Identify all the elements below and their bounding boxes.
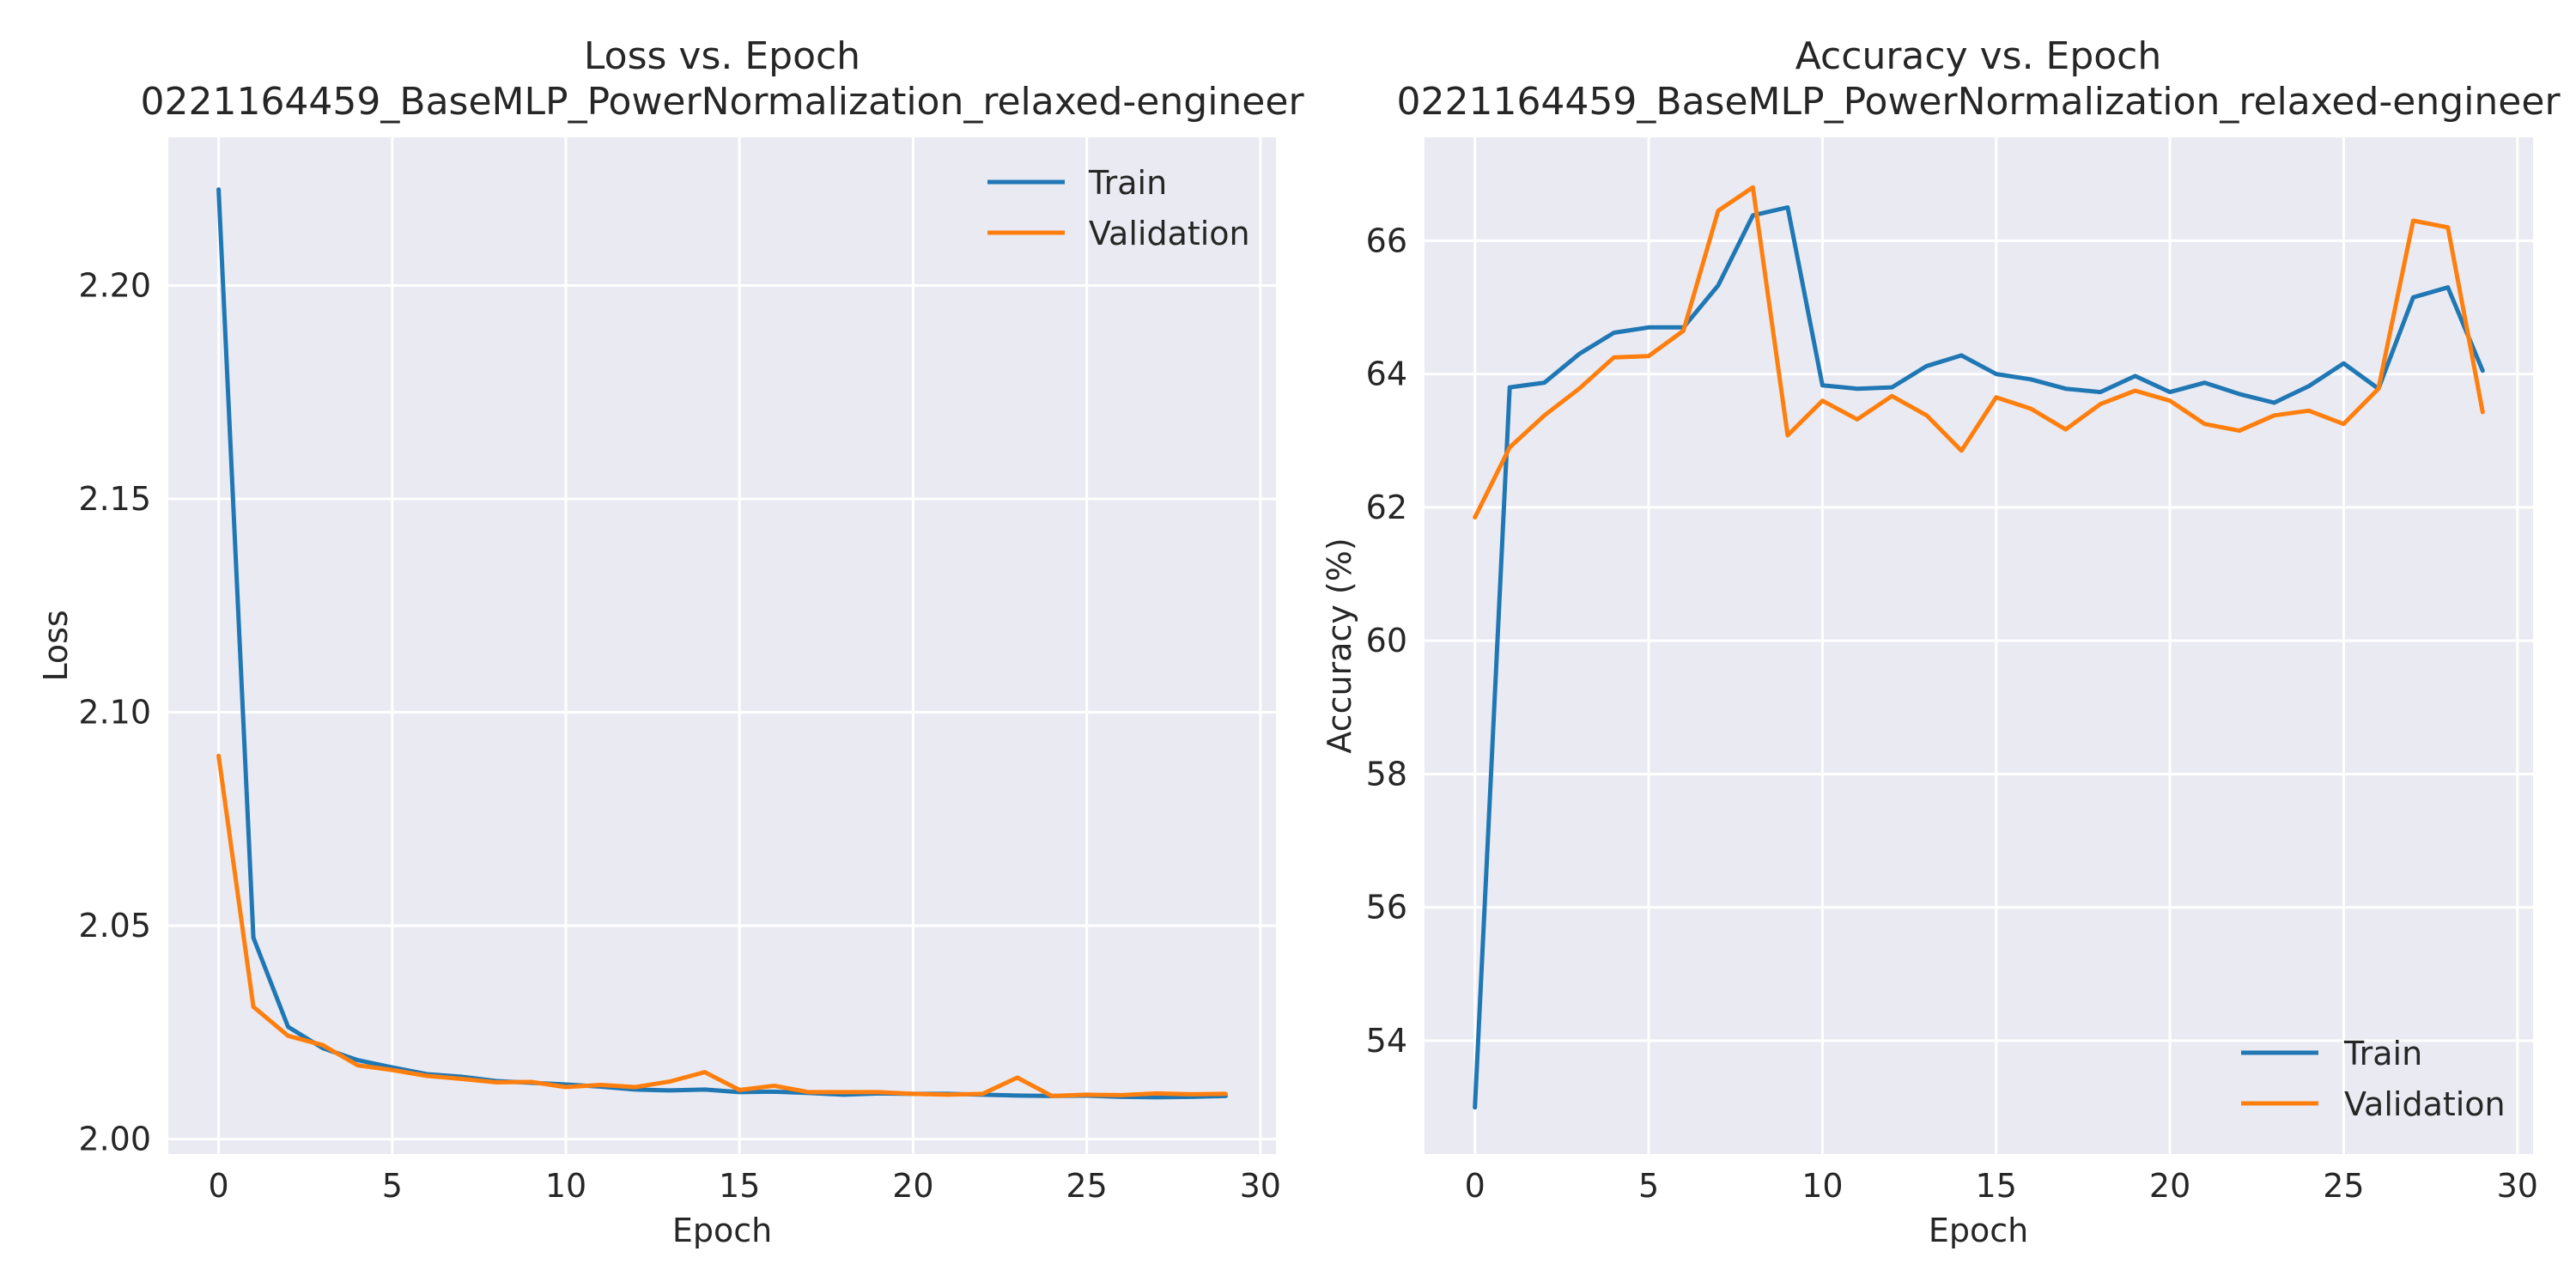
accuracy-chart: 0 5 10 15 20 25 30 54 56 58 60 62 64 66 Accuracy vs. … xyxy=(1321,34,2561,1249)
accuracy-y-tick-label: 66 xyxy=(1366,222,1407,259)
loss-x-tick-label: 15 xyxy=(719,1167,760,1205)
loss-x-tick-label: 25 xyxy=(1066,1167,1107,1205)
accuracy-legend-validation-label: Validation xyxy=(2344,1085,2506,1123)
accuracy-x-tick-label: 0 xyxy=(1465,1167,1485,1205)
accuracy-title-line1: Accuracy vs. Epoch xyxy=(1795,34,2162,78)
loss-x-tick-label: 10 xyxy=(545,1167,586,1205)
loss-validation-line xyxy=(216,753,1228,1098)
accuracy-y-tick-label: 56 xyxy=(1366,889,1407,927)
loss-y-tick-label: 2.00 xyxy=(78,1121,151,1158)
accuracy-x-tick-label: 30 xyxy=(2497,1167,2538,1205)
accuracy-y-axis-label: Accuracy (%) xyxy=(1321,538,1358,753)
loss-title-line1: Loss vs. Epoch xyxy=(584,34,860,78)
loss-legend-train-label: Train xyxy=(1088,164,1167,202)
accuracy-y-tick-label: 54 xyxy=(1366,1022,1407,1060)
accuracy-gridlines xyxy=(1425,137,2533,1154)
accuracy-y-tick-label: 60 xyxy=(1366,622,1407,659)
loss-plot-area xyxy=(168,137,1276,1154)
loss-x-axis-label: Epoch xyxy=(672,1212,772,1249)
loss-chart: 0 5 10 15 20 25 30 2.00 2.05 2.10 2.15 2.20 Loss vs… xyxy=(37,34,1304,1249)
accuracy-y-tick-label: 64 xyxy=(1366,355,1407,393)
loss-y-axis-label: Loss xyxy=(37,610,75,681)
accuracy-x-axis-label: Epoch xyxy=(1929,1212,2028,1249)
loss-y-tick-label: 2.05 xyxy=(78,907,151,945)
loss-x-tick-label: 5 xyxy=(382,1167,403,1205)
loss-tick-labels: 0 5 10 15 20 25 30 2.00 2.05 2.10 2.15 2.20 xyxy=(78,266,1281,1205)
accuracy-x-tick-label: 10 xyxy=(1801,1167,1843,1205)
accuracy-x-tick-label: 5 xyxy=(1638,1167,1659,1205)
loss-y-tick-label: 2.10 xyxy=(78,694,151,732)
loss-gridlines xyxy=(168,137,1276,1154)
accuracy-y-tick-label: 62 xyxy=(1366,489,1407,526)
accuracy-legend: Train Validation xyxy=(2241,1035,2506,1123)
accuracy-x-tick-label: 25 xyxy=(2323,1167,2364,1205)
accuracy-x-tick-label: 15 xyxy=(1976,1167,2017,1205)
accuracy-train-line xyxy=(1473,205,2485,1110)
loss-legend-validation-label: Validation xyxy=(1089,215,1250,252)
loss-series-lines xyxy=(216,187,1228,1100)
loss-x-tick-label: 30 xyxy=(1240,1167,1281,1205)
loss-x-tick-label: 20 xyxy=(892,1167,933,1205)
accuracy-title-line2: 0221164459_BaseMLP_PowerNormalization_re… xyxy=(1396,80,2561,124)
loss-y-tick-label: 2.15 xyxy=(78,480,151,518)
accuracy-validation-line xyxy=(1473,185,2485,519)
accuracy-tick-labels: 0 5 10 15 20 25 30 54 56 58 60 62 64 66 xyxy=(1366,222,2538,1205)
accuracy-legend-train-label: Train xyxy=(2343,1035,2422,1072)
loss-title-line2: 0221164459_BaseMLP_PowerNormalization_re… xyxy=(140,80,1304,124)
loss-legend: Train Validation xyxy=(987,164,1250,252)
accuracy-series-lines xyxy=(1473,185,2485,1110)
loss-y-tick-label: 2.20 xyxy=(78,266,151,304)
accuracy-y-tick-label: 58 xyxy=(1366,755,1407,793)
accuracy-plot-area xyxy=(1425,137,2533,1154)
loss-x-tick-label: 0 xyxy=(209,1167,229,1205)
accuracy-x-tick-label: 20 xyxy=(2149,1167,2190,1205)
